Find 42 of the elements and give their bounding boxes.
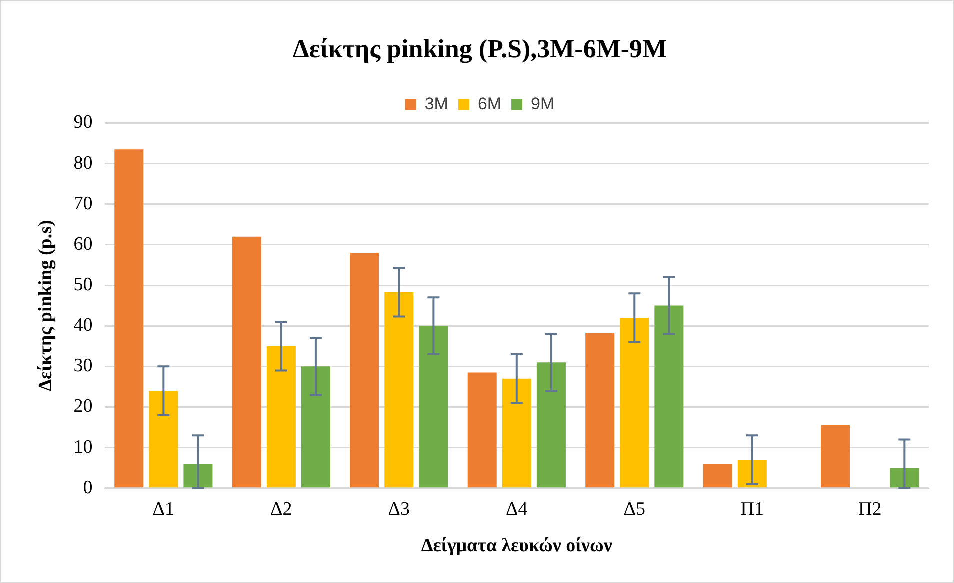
bar <box>586 332 615 488</box>
bar <box>419 326 448 488</box>
bar <box>114 150 144 488</box>
bar <box>232 236 262 488</box>
bar <box>821 426 850 488</box>
y-tick-label: 30 <box>74 356 93 377</box>
y-tick-label: 60 <box>74 234 93 255</box>
bar <box>536 362 566 488</box>
bar <box>654 306 684 488</box>
x-tick-label: Π1 <box>740 498 764 520</box>
x-tick-label: Δ1 <box>152 498 175 520</box>
bar <box>738 460 767 488</box>
y-tick-label: 80 <box>74 152 93 174</box>
bar <box>620 318 650 488</box>
bar <box>301 366 330 488</box>
x-tick-label: Π2 <box>858 498 882 520</box>
y-tick-label: 40 <box>74 315 93 336</box>
x-tick-label: Δ2 <box>270 498 292 520</box>
bar <box>149 391 178 488</box>
bar <box>890 468 920 488</box>
legend-label: 9M <box>531 94 555 114</box>
y-tick-label: 0 <box>83 477 93 498</box>
x-tick-label: Δ4 <box>506 498 528 520</box>
y-tick-label: 20 <box>74 396 93 418</box>
x-tick-label: Δ5 <box>624 498 646 520</box>
legend-label: 3M <box>424 94 448 114</box>
bar <box>502 378 532 488</box>
y-tick-label: 70 <box>74 193 93 214</box>
bar <box>350 253 380 488</box>
legend-label: 6M <box>478 94 502 114</box>
y-tick-label: 10 <box>74 436 93 458</box>
x-axis-title: Δείγματα λευκών οίνων <box>421 536 613 557</box>
bar <box>703 464 732 488</box>
chart-title: Δείκτης pinking (P.S),3M-6M-9M <box>292 34 668 64</box>
y-tick-label: 50 <box>74 274 93 296</box>
y-tick-label: 90 <box>74 112 93 134</box>
y-axis-title: Δείκτης pinking (p.s) <box>35 220 56 392</box>
bar <box>384 292 414 488</box>
bar <box>468 372 497 488</box>
bar <box>184 464 213 488</box>
x-tick-label: Δ3 <box>388 498 410 520</box>
bar <box>266 346 296 488</box>
